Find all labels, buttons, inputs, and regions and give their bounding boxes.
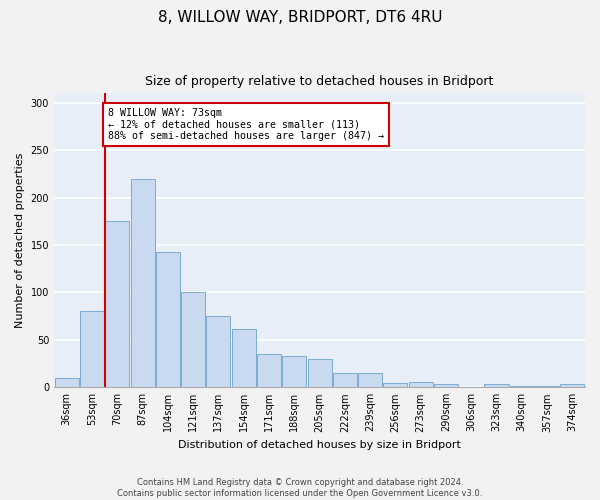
Bar — [257, 354, 281, 388]
Bar — [383, 382, 407, 388]
Bar — [282, 356, 306, 388]
Bar — [105, 222, 129, 388]
Text: 8 WILLOW WAY: 73sqm
← 12% of detached houses are smaller (113)
88% of semi-detac: 8 WILLOW WAY: 73sqm ← 12% of detached ho… — [109, 108, 385, 141]
Bar — [156, 252, 180, 388]
Bar — [206, 316, 230, 388]
Y-axis label: Number of detached properties: Number of detached properties — [15, 152, 25, 328]
Bar — [560, 384, 584, 388]
Bar — [308, 359, 332, 388]
Text: 8, WILLOW WAY, BRIDPORT, DT6 4RU: 8, WILLOW WAY, BRIDPORT, DT6 4RU — [158, 10, 442, 25]
Bar — [434, 384, 458, 388]
Bar — [510, 386, 534, 388]
Title: Size of property relative to detached houses in Bridport: Size of property relative to detached ho… — [145, 75, 494, 88]
Bar — [358, 373, 382, 388]
Bar — [131, 178, 155, 388]
Bar — [409, 382, 433, 388]
Bar — [80, 312, 104, 388]
Bar — [181, 292, 205, 388]
Bar — [535, 386, 559, 388]
X-axis label: Distribution of detached houses by size in Bridport: Distribution of detached houses by size … — [178, 440, 461, 450]
Bar — [55, 378, 79, 388]
Bar — [232, 328, 256, 388]
Bar — [333, 373, 357, 388]
Text: Contains HM Land Registry data © Crown copyright and database right 2024.
Contai: Contains HM Land Registry data © Crown c… — [118, 478, 482, 498]
Bar — [484, 384, 509, 388]
